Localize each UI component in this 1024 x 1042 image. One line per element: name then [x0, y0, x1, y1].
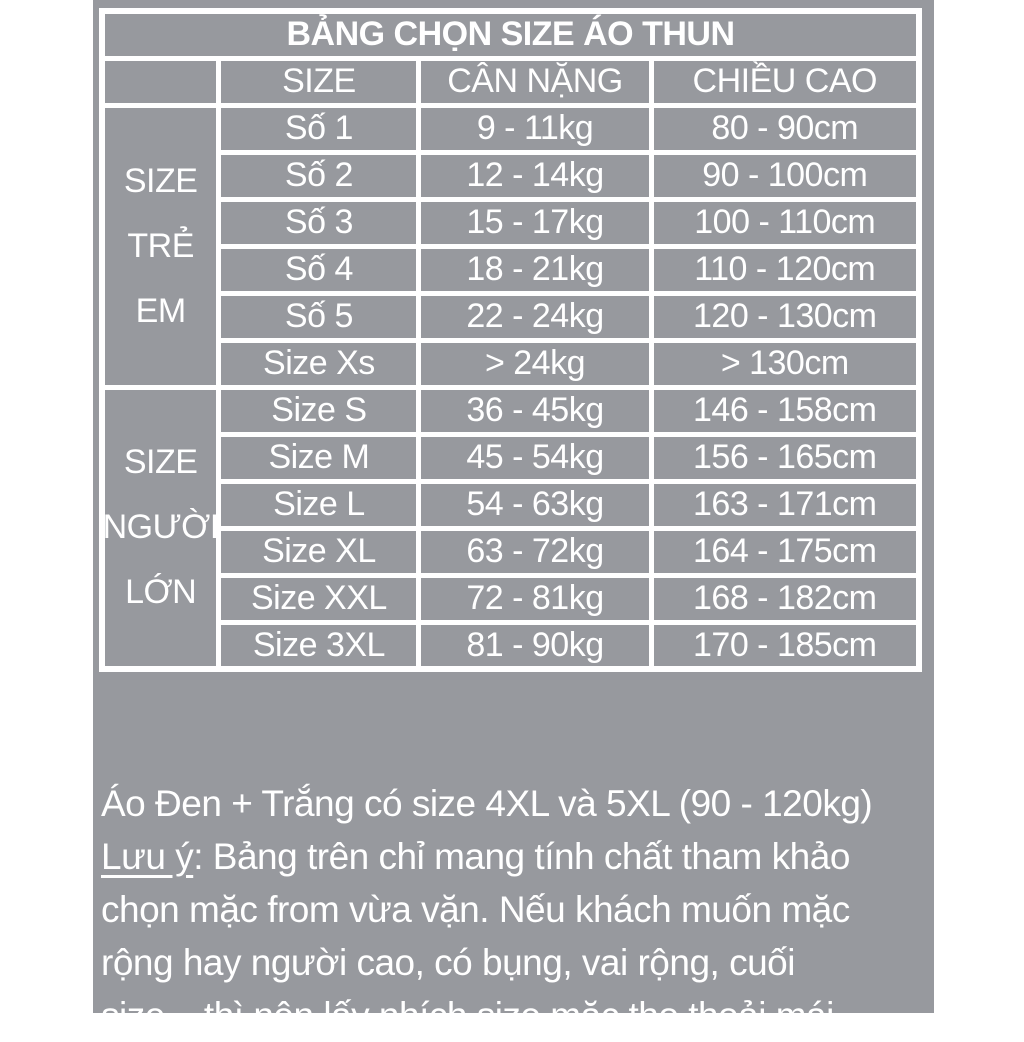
size-cell: Size L	[216, 478, 422, 531]
weight-cell: 72 - 81kg	[416, 572, 654, 625]
note-line-3: chọn mặc from vừa vặn. Nếu khách muốn mặ…	[101, 889, 850, 930]
height-cell: 120 - 130cm	[648, 290, 922, 343]
group-cell-kids: SIZE TRẺ EM	[99, 102, 222, 390]
table-row: Size L 54 - 63kg 163 - 171cm	[102, 478, 922, 531]
weight-cell: 54 - 63kg	[416, 478, 654, 531]
weight-cell: 12 - 14kg	[416, 149, 654, 202]
attention-label: Lưu ý	[101, 836, 194, 877]
header-height: CHIỀU CAO	[648, 55, 922, 108]
table-row: Size Xs > 24kg > 130cm	[102, 337, 922, 390]
weight-cell: 9 - 11kg	[416, 102, 654, 155]
size-chart-panel: BẢNG CHỌN SIZE ÁO THUN SIZE CÂN NẶNG CHI…	[93, 0, 934, 1036]
height-cell: 146 - 158cm	[648, 384, 922, 437]
table-row: SIZE NGƯỜI LỚN Size S 36 - 45kg 146 - 15…	[99, 384, 922, 672]
table-row: Size XL 63 - 72kg 164 - 175cm	[102, 525, 922, 578]
size-cell: Size 3XL	[216, 619, 422, 672]
page-title: BẢNG CHỌN SIZE ÁO THUN	[99, 8, 922, 61]
group-cell-adults: SIZE NGƯỜI LỚN	[99, 384, 222, 672]
table-row: Size 3XL 81 - 90kg 170 - 185cm	[102, 619, 922, 672]
footer-note: Áo Đen + Trắng có size 4XL và 5XL (90 - …	[93, 777, 934, 1042]
height-cell: 90 - 100cm	[648, 149, 922, 202]
table-row: Size XXL 72 - 81kg 168 - 182cm	[102, 572, 922, 625]
size-cell: Size S	[216, 384, 422, 437]
header-weight: CÂN NẶNG	[416, 55, 654, 108]
note-line-attention: Lưu ý: Bảng trên chỉ mang tính chất tham…	[101, 836, 850, 877]
weight-cell: 15 - 17kg	[416, 196, 654, 249]
weight-cell: 18 - 21kg	[416, 243, 654, 296]
height-cell: 100 - 110cm	[648, 196, 922, 249]
weight-cell: 45 - 54kg	[416, 431, 654, 484]
size-cell: Số 1	[216, 102, 422, 155]
size-cell: Số 3	[216, 196, 422, 249]
table-row: Số 3 15 - 17kg 100 - 110cm	[102, 196, 922, 249]
weight-cell: > 24kg	[416, 337, 654, 390]
table-row: Số 2 12 - 14kg 90 - 100cm	[102, 149, 922, 202]
height-cell: 164 - 175cm	[648, 525, 922, 578]
height-cell: 80 - 90cm	[648, 102, 922, 155]
size-cell: Size XL	[216, 525, 422, 578]
height-cell: 163 - 171cm	[648, 478, 922, 531]
weight-cell: 22 - 24kg	[416, 290, 654, 343]
height-cell: 168 - 182cm	[648, 572, 922, 625]
size-cell: Số 2	[216, 149, 422, 202]
group-label-kids: SIZE TRẺ EM	[123, 161, 198, 330]
size-cell: Size XXL	[216, 572, 422, 625]
header-size: SIZE	[216, 55, 422, 108]
size-cell: Size M	[216, 431, 422, 484]
height-cell: 170 - 185cm	[648, 619, 922, 672]
note-line-4: rộng hay người cao, có bụng, vai rộng, c…	[101, 942, 795, 983]
height-cell: 110 - 120cm	[648, 243, 922, 296]
table-row: SIZE TRẺ EM Số 1 9 - 11kg 80 - 90cm	[99, 102, 922, 390]
table-row: Size M 45 - 54kg 156 - 165cm	[102, 431, 922, 484]
height-cell: 156 - 165cm	[648, 431, 922, 484]
size-cell: Số 5	[216, 290, 422, 343]
note-line-5: size,.. thì nên lấy nhích size mặc tho t…	[101, 995, 834, 1036]
header-empty-cell	[99, 55, 222, 108]
group-label-adults: SIZE NGƯỜI LỚN	[102, 443, 219, 612]
weight-cell: 63 - 72kg	[416, 525, 654, 578]
header-row: SIZE CÂN NẶNG CHIỀU CAO	[99, 55, 922, 108]
table-row: Số 4 18 - 21kg 110 - 120cm	[102, 243, 922, 296]
size-cell: Size Xs	[216, 337, 422, 390]
note-line-extra-sizes: Áo Đen + Trắng có size 4XL và 5XL (90 - …	[101, 783, 873, 824]
weight-cell: 36 - 45kg	[416, 384, 654, 437]
table-row: Số 5 22 - 24kg 120 - 130cm	[102, 290, 922, 343]
height-cell: > 130cm	[648, 337, 922, 390]
size-cell: Số 4	[216, 243, 422, 296]
weight-cell: 81 - 90kg	[416, 619, 654, 672]
title-row: BẢNG CHỌN SIZE ÁO THUN	[99, 8, 922, 61]
size-chart-table: BẢNG CHỌN SIZE ÁO THUN SIZE CÂN NẶNG CHI…	[99, 8, 922, 672]
